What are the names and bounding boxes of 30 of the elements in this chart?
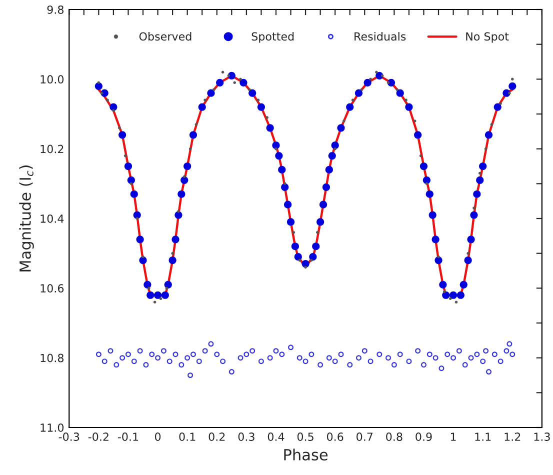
x-tick-label: -0.3 [58, 432, 80, 441]
x-tick-label: 0.2 [208, 432, 225, 441]
legend-label: Observed [139, 32, 192, 41]
x-tick-label: 0 [154, 432, 161, 441]
legend-label: No Spot [466, 32, 509, 43]
x-tick-label: 1 [450, 432, 456, 441]
y-tick-label: 10.4 [40, 214, 64, 223]
x-tick-label: -0.2 [88, 432, 108, 441]
y-tick-label: 10.2 [40, 144, 64, 154]
y-tick-label: 11.0 [40, 423, 64, 432]
legend-label: Residuals [354, 32, 406, 41]
x-tick-label: 1.2 [504, 432, 520, 441]
y-tick-label: 10.0 [40, 75, 64, 84]
y-tick-label: 10.8 [40, 354, 64, 362]
x-tick-label: 0.5 [297, 432, 314, 441]
x-tick-label: 0.1 [179, 432, 196, 441]
x-tick-label: -0.1 [118, 432, 138, 441]
legend-label: Spotted [252, 32, 294, 43]
x-tick-label: 0.8 [386, 432, 402, 441]
y-axis-title: Magnitude (I$_{c}$) [19, 166, 34, 272]
x-tick-label: 0.9 [416, 432, 432, 441]
y-tick-label: 9.8 [47, 5, 64, 14]
x-tick-label: 0.3 [238, 432, 254, 441]
x-tick-label: 0.6 [326, 432, 344, 441]
x-tick-label: 0.7 [356, 432, 373, 441]
y-tick-label: 10.6 [40, 284, 64, 293]
x-axis-title: Phase [284, 448, 328, 460]
x-tick-label: 1.1 [475, 432, 491, 441]
x-tick-label: 0.4 [268, 432, 284, 441]
x-tick-label: 1.3 [534, 432, 550, 441]
